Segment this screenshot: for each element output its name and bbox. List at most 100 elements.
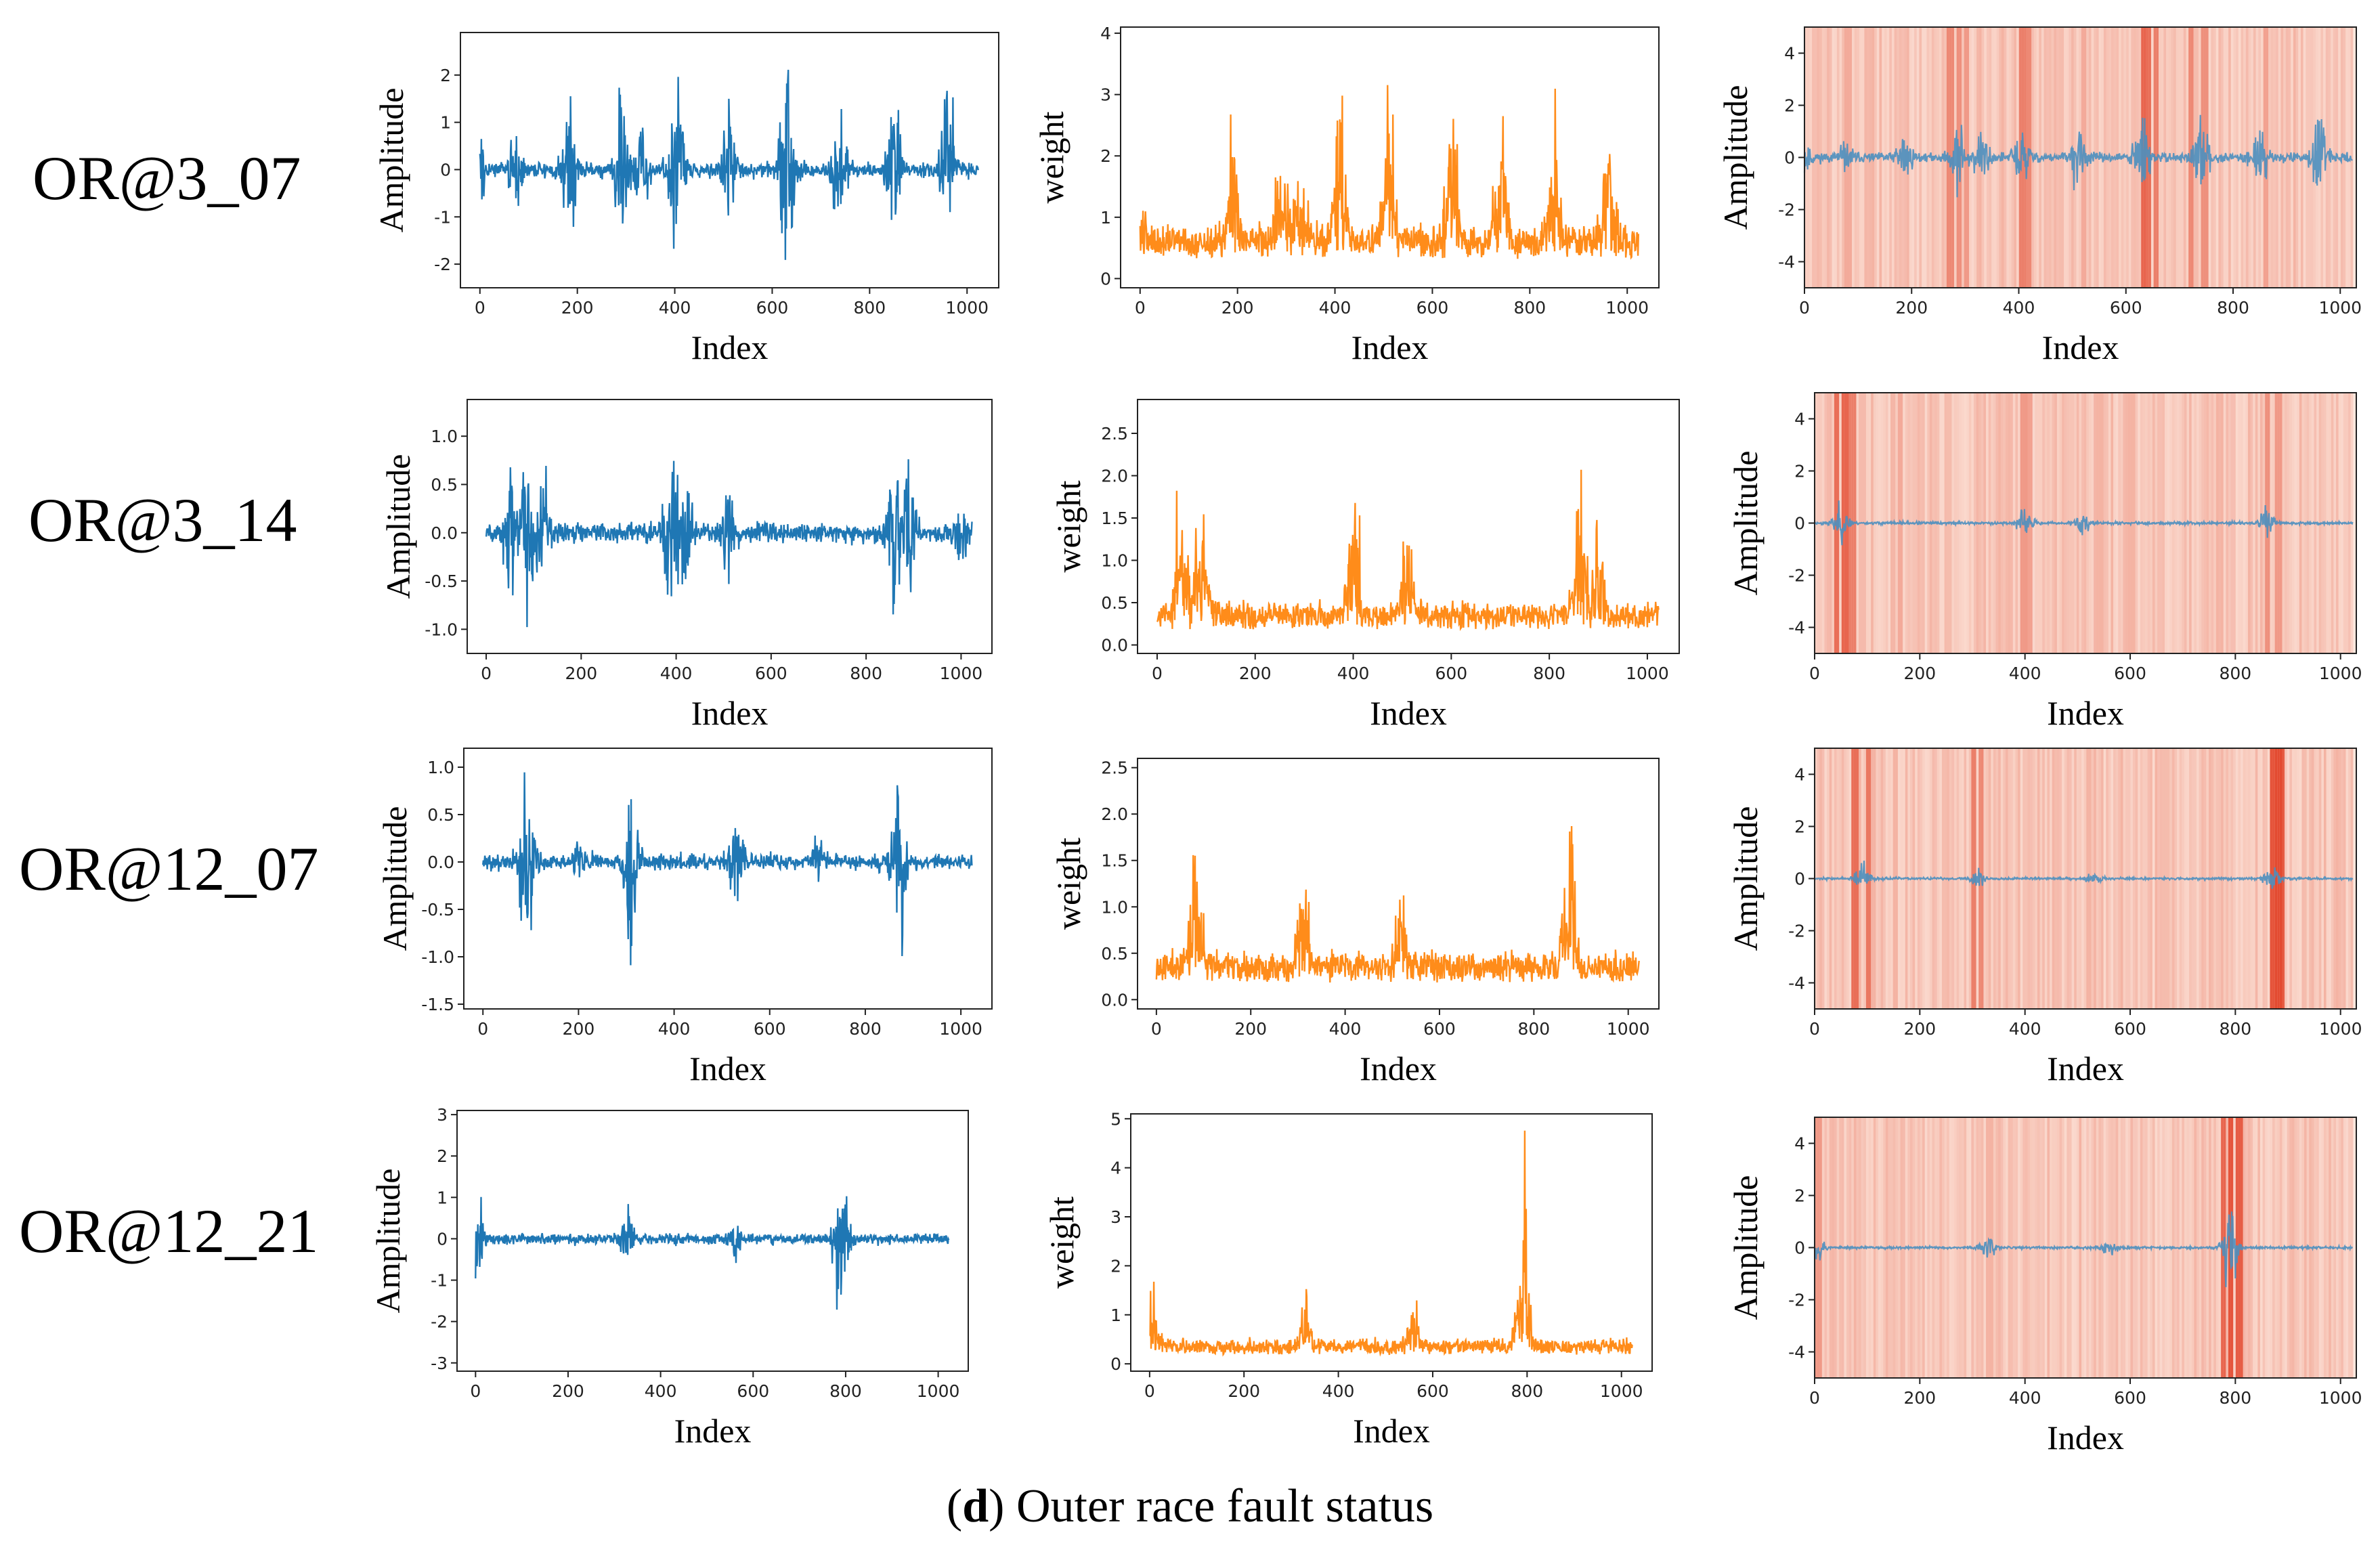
x-tick-label: 200 <box>563 1019 595 1039</box>
x-tick-label: 0 <box>1135 298 1146 318</box>
x-axis-label: Index <box>674 1412 752 1450</box>
attention-stripe <box>2211 27 2214 288</box>
series-line <box>1139 85 1639 260</box>
x-tick-label: 600 <box>754 1019 786 1039</box>
y-tick-label: 0 <box>1794 869 1805 889</box>
x-tick-label: 400 <box>1322 1381 1355 1401</box>
x-tick-label: 1000 <box>939 1019 982 1039</box>
x-tick-label: 1000 <box>940 664 983 683</box>
chart-panel-11: 0 200 400 600 800 1000 0 1 2 3 4 5 Index weight <box>1016 1109 1666 1473</box>
y-tick-label: -2 <box>434 255 451 274</box>
y-tick-label: 0 <box>1794 1238 1805 1258</box>
series-line <box>485 459 973 628</box>
y-axis-label: Amplitude <box>372 88 410 233</box>
x-tick-label: 600 <box>2114 1019 2146 1039</box>
y-tick-label: -1 <box>434 207 451 227</box>
y-tick-label: 2 <box>437 1146 448 1166</box>
y-tick-label: 1.0 <box>1101 551 1128 571</box>
y-tick-label: -0.5 <box>421 900 454 920</box>
chart-svg: 0 200 400 600 800 1000 -1.5 -1.0 -0.5 0.0 0.5 1.0 In… <box>376 748 993 1087</box>
chart-panel-9: 0 200 400 600 800 1000 -4 -2 0 2 4 Index Amplitude <box>1700 748 2370 1110</box>
x-axis-label: Index <box>1353 1412 1430 1450</box>
y-axis-label: Amplitude <box>369 1169 407 1314</box>
x-tick-label: 400 <box>658 1019 691 1039</box>
y-tick-label: 0.0 <box>1101 636 1128 655</box>
y-tick-label: 2 <box>1784 96 1795 116</box>
attention-stripe <box>1815 1117 1817 1378</box>
x-axis-label: Index <box>1360 1050 1437 1087</box>
y-tick-label: 0 <box>440 160 451 179</box>
caption-letter: d <box>962 1480 989 1532</box>
series-line <box>475 1196 950 1310</box>
attention-stripe <box>1926 27 1930 288</box>
x-tick-label: 400 <box>1319 298 1351 318</box>
x-tick-label: 800 <box>1517 1019 1550 1039</box>
chart-svg: 0 200 400 600 800 1000 0.0 0.5 1.0 1.5 2.0 2.5 Index… <box>1050 399 1680 732</box>
plot-frame <box>460 32 999 288</box>
chart-svg: 0 200 400 600 800 1000 -1.0 -0.5 0.0 0.5 1.0 Index A… <box>379 399 993 732</box>
y-axis-label: weight <box>1033 111 1070 203</box>
y-tick-label: 2.0 <box>1101 804 1128 824</box>
y-tick-label: -1 <box>431 1271 448 1291</box>
chart-panel-4: 0 200 400 600 800 1000 -1.0 -0.5 0.0 0.5 1.0 Index A… <box>352 399 1005 755</box>
y-tick-label: -0.5 <box>425 571 458 591</box>
x-tick-label: 200 <box>1903 664 1936 683</box>
chart-svg: 0 200 400 600 800 1000 -4 -2 0 2 4 Index Amplitude <box>1727 748 2362 1087</box>
y-tick-label: 4 <box>1794 1134 1805 1154</box>
chart-svg: 0 200 400 600 800 1000 -4 -2 0 2 4 Index Amplitude <box>1727 392 2362 732</box>
y-tick-label: 0.5 <box>1101 944 1128 964</box>
attention-stripe <box>1993 1117 1996 1378</box>
x-tick-label: 1000 <box>2319 664 2362 683</box>
y-axis-label: Amplitude <box>379 454 417 599</box>
series-line <box>1156 469 1660 632</box>
y-axis-label: weight <box>1050 480 1087 572</box>
y-tick-label: -1.0 <box>421 947 454 967</box>
y-tick-label: 1 <box>1100 208 1111 228</box>
x-tick-label: 0 <box>1144 1381 1155 1401</box>
y-tick-label: 0 <box>1100 269 1111 288</box>
attention-stripe <box>2029 27 2032 288</box>
y-tick-label: 0.5 <box>427 805 454 825</box>
x-tick-label: 200 <box>565 664 597 683</box>
chart-svg: 0 200 400 600 800 1000 -3 -2 -1 0 1 2 3 Index Amplitud… <box>369 1105 969 1450</box>
x-tick-label: 1000 <box>1600 1381 1643 1401</box>
x-tick-label: 800 <box>1513 298 1546 318</box>
y-tick-label: 0.5 <box>431 475 458 494</box>
attention-stripe <box>2188 27 2191 288</box>
x-tick-label: 400 <box>659 298 691 318</box>
x-tick-label: 800 <box>2220 1388 2252 1408</box>
x-axis-label: Index <box>691 328 769 366</box>
x-tick-label: 800 <box>850 664 882 683</box>
x-axis-label: Index <box>2047 694 2124 732</box>
chart-svg: 0 200 400 600 800 1000 0 1 2 3 4 5 Index weight <box>1043 1109 1653 1450</box>
y-tick-label: 4 <box>1794 765 1805 785</box>
x-tick-label: 1000 <box>1605 298 1649 318</box>
figure-caption: (d) Outer race fault status <box>946 1480 1434 1532</box>
x-tick-label: 0 <box>475 298 485 318</box>
chart-svg: 0 200 400 600 800 1000 0 1 2 3 4 Index weight <box>1033 24 1660 366</box>
attention-stripe <box>2131 27 2134 288</box>
y-tick-label: -1.0 <box>425 620 458 639</box>
x-tick-label: 1000 <box>1607 1019 1650 1039</box>
y-tick-label: 0.0 <box>1101 990 1128 1010</box>
chart-panel-2: 0 200 400 600 800 1000 0 1 2 3 4 Index weight <box>1005 24 1672 389</box>
y-tick-label: 2.5 <box>1101 424 1128 444</box>
attention-stripe <box>2039 27 2041 288</box>
row-label-or-3-14: OR@3_14 <box>28 485 297 555</box>
attention-stripe <box>2008 1117 2011 1378</box>
attention-stripe <box>2272 393 2275 653</box>
x-tick-label: 400 <box>645 1381 677 1401</box>
series-line <box>482 772 973 966</box>
x-tick-label: 400 <box>660 664 693 683</box>
x-tick-label: 1000 <box>2319 1019 2362 1039</box>
x-tick-label: 800 <box>2217 298 2249 318</box>
attention-stripe <box>1839 27 1842 288</box>
y-tick-label: 3 <box>1100 85 1111 105</box>
y-tick-label: 1.5 <box>1101 851 1128 871</box>
attention-stripe <box>2350 27 2354 288</box>
attention-stripe <box>2287 1117 2290 1378</box>
x-tick-label: 600 <box>737 1381 769 1401</box>
x-tick-label: 600 <box>2110 298 2142 318</box>
y-tick-label: 2.5 <box>1101 758 1128 778</box>
series-line <box>479 70 979 260</box>
